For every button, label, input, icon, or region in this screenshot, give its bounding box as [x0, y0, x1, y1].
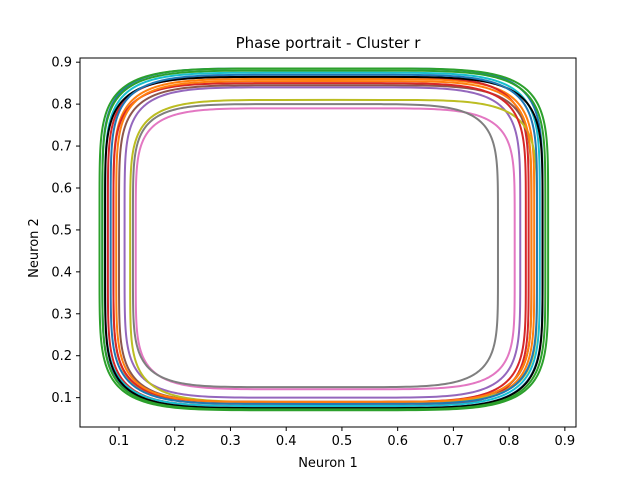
x-tick-label: 0.1 [109, 434, 130, 449]
y-tick-label: 0.4 [51, 265, 72, 280]
y-tick-label: 0.2 [51, 349, 72, 364]
y-tick-label: 0.3 [51, 307, 72, 322]
series-line-12 [112, 82, 527, 403]
chart-title: Phase portrait - Cluster r [236, 34, 422, 52]
x-tick-label: 0.9 [555, 434, 576, 449]
y-axis-label: Neuron 2 [27, 218, 42, 278]
series-line-7 [134, 107, 516, 391]
series-line-15 [109, 73, 538, 405]
x-axis-ticks: 0.1 0.2 0.3 0.4 0.5 0.6 0.7 0.8 0.9 [109, 427, 576, 449]
x-tick-label: 0.3 [220, 434, 241, 449]
y-axis-ticks: 0.1 0.2 0.3 0.4 0.5 0.6 0.7 0.8 0.9 [51, 56, 80, 406]
x-tick-label: 0.2 [164, 434, 185, 449]
series-line-3 [98, 67, 550, 412]
series-line-5 [123, 86, 522, 399]
y-tick-label: 0.7 [51, 140, 72, 155]
x-tick-label: 0.7 [443, 434, 464, 449]
series-line-14 [115, 80, 533, 403]
x-axis-label: Neuron 1 [298, 456, 358, 471]
series-line-13 [101, 69, 547, 411]
y-tick-label: 0.5 [51, 223, 72, 238]
y-tick-label: 0.1 [51, 391, 72, 406]
x-tick-label: 0.5 [332, 434, 353, 449]
x-tick-label: 0.6 [387, 434, 408, 449]
series-line-8 [131, 103, 499, 389]
x-tick-label: 0.4 [276, 434, 297, 449]
y-tick-label: 0.8 [51, 98, 72, 113]
y-tick-label: 0.6 [51, 181, 72, 196]
x-tick-label: 0.8 [499, 434, 520, 449]
series-layer [98, 67, 550, 412]
y-tick-label: 0.9 [51, 56, 72, 71]
plot-area [79, 57, 577, 428]
plot-frame [79, 57, 577, 428]
